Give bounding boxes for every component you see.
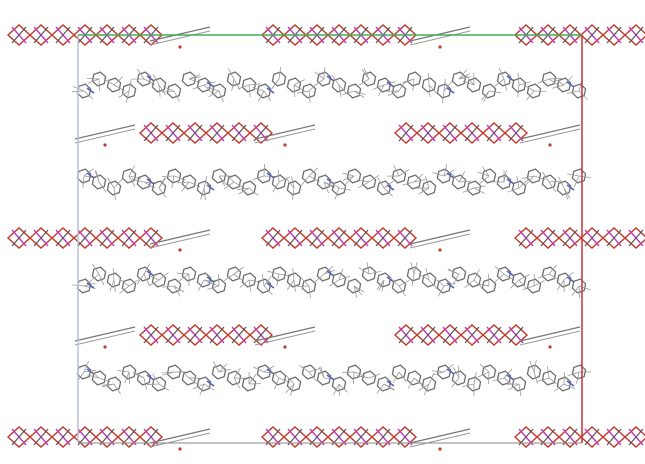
hydrogen-bond [564, 372, 565, 384]
hydrogen-bond [579, 286, 580, 298]
crystal-structure-view [0, 0, 645, 464]
oxygen-atom [438, 45, 441, 48]
oxygen-atom [438, 248, 441, 251]
page: (() => { const g = document.getElementBy… [0, 0, 645, 464]
oxygen-atom [438, 447, 441, 450]
hydrogen-bond [264, 164, 265, 176]
oxygen-atom [103, 345, 106, 348]
oxygen-atom [103, 143, 106, 146]
oxygen-atom [283, 345, 286, 348]
oxygen-atom [548, 143, 551, 146]
hydrogen-bond [87, 79, 99, 80]
oxygen-atom [178, 248, 181, 251]
hydrogen-bond [489, 274, 490, 286]
hydrogen-bond [534, 91, 546, 92]
oxygen-atom [178, 447, 181, 450]
hydrogen-bond [354, 372, 355, 384]
hydrogen-bond [162, 176, 174, 177]
hydrogen-bond [99, 79, 100, 91]
hydrogen-bond [429, 73, 430, 85]
oxygen-atom [283, 143, 286, 146]
oxygen-atom [548, 345, 551, 348]
oxygen-atom [178, 45, 181, 48]
